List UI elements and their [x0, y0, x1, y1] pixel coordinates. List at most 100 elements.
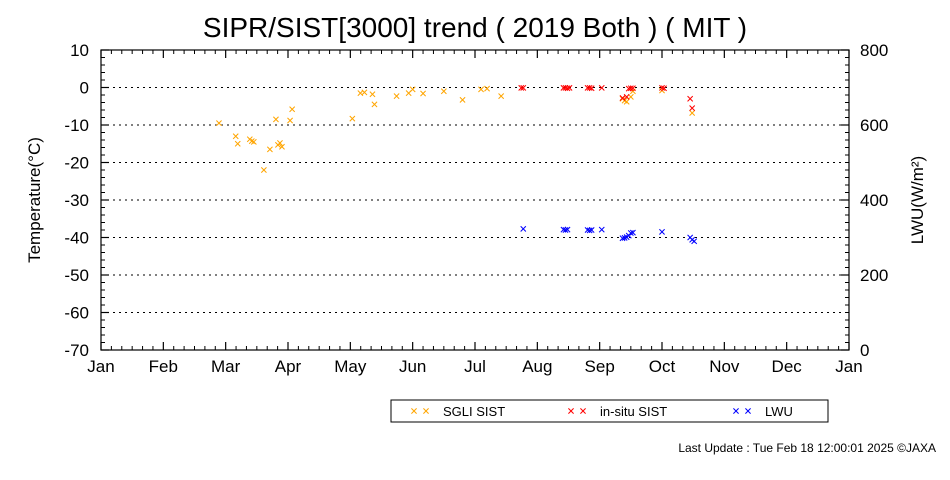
data-point — [520, 225, 527, 232]
x-tick-label: Jun — [399, 357, 426, 376]
x-tick-label: Jan — [87, 357, 114, 376]
legend-box — [390, 399, 829, 423]
y2-tick-label: 800 — [860, 41, 888, 60]
data-point — [518, 84, 525, 91]
data-point — [289, 106, 296, 113]
y-tick-label: -10 — [64, 116, 89, 135]
x-tick-label: Dec — [772, 357, 803, 376]
data-point — [689, 110, 696, 116]
legend-marker — [580, 408, 586, 414]
grid-lines — [101, 87, 849, 313]
legend-marker — [733, 408, 739, 414]
data-point — [661, 85, 667, 92]
legend-marker — [745, 408, 751, 414]
data-point — [478, 86, 484, 93]
x-tick-label: Aug — [522, 357, 552, 376]
legend-marker — [411, 408, 417, 414]
data-point — [586, 84, 593, 91]
y2-tick-label: 400 — [860, 191, 888, 210]
data-point — [484, 85, 491, 92]
data-point — [562, 227, 569, 233]
data-point — [627, 230, 634, 236]
data-point — [234, 140, 241, 147]
series-in-situ-sist — [518, 84, 696, 112]
data-point — [619, 95, 626, 101]
data-point — [627, 85, 634, 92]
data-point — [659, 84, 665, 91]
right-y-axis: 800 600 400 200 0 — [841, 41, 888, 360]
y2-tick-label: 600 — [860, 116, 888, 135]
data-point — [287, 117, 294, 124]
y-tick-label: -40 — [64, 229, 89, 248]
x-tick-label: Jul — [464, 357, 486, 376]
data-point — [564, 226, 571, 233]
x-axis: Jan Feb Mar Apr May Jun Jul Aug Sep Oct Nov Dec Jan — [87, 50, 863, 376]
y-tick-label: 10 — [70, 41, 89, 60]
x-tick-label: Feb — [149, 357, 178, 376]
data-point — [409, 86, 416, 93]
data-point — [440, 88, 447, 95]
x-tick-label: May — [334, 357, 367, 376]
data-points — [216, 84, 698, 245]
data-point — [260, 167, 267, 173]
data-point — [277, 140, 283, 146]
y-tick-label: -70 — [64, 341, 89, 360]
data-point — [250, 138, 257, 145]
legend-label: in-situ SIST — [600, 404, 667, 419]
data-point — [623, 93, 630, 100]
x-tick-label: Sep — [585, 357, 615, 376]
data-point — [588, 227, 595, 233]
data-point — [598, 84, 605, 91]
data-point — [691, 238, 698, 245]
x-tick-label: Mar — [211, 357, 241, 376]
data-point — [216, 120, 222, 127]
legend-label: LWU — [765, 404, 793, 419]
data-point — [629, 229, 636, 236]
data-point — [272, 116, 279, 123]
data-point — [659, 228, 665, 235]
chart-title: SIPR/SIST[3000] trend ( 2019 Both ) ( MI… — [203, 12, 747, 43]
x-tick-label: Apr — [275, 357, 302, 376]
y-axis-label: Temperature(°C) — [25, 137, 44, 263]
legend-marker — [423, 408, 429, 414]
y-tick-label: -20 — [64, 154, 89, 173]
data-point — [598, 226, 605, 233]
y-tick-label: -60 — [64, 304, 89, 323]
data-point — [498, 93, 505, 100]
data-point — [459, 96, 466, 103]
data-point — [566, 84, 573, 91]
data-point — [369, 91, 376, 98]
data-point — [619, 235, 626, 242]
data-point — [586, 227, 593, 234]
data-point — [629, 85, 636, 92]
y2-axis-label: LWU(W/m²) — [908, 156, 927, 244]
y2-tick-label: 200 — [860, 266, 888, 285]
data-point — [689, 105, 696, 112]
data-point — [266, 146, 273, 153]
y2-tick-label: 0 — [860, 341, 869, 360]
left-y-axis: 10 0 -10 -20 -30 -40 -50 -60 -70 — [64, 41, 109, 360]
legend-marker — [568, 408, 574, 414]
series-lwu — [520, 225, 698, 245]
data-point — [232, 133, 239, 140]
data-point — [371, 101, 378, 108]
data-point — [361, 89, 368, 96]
legend-label: SGLI SIST — [443, 404, 505, 419]
x-tick-label: Jan — [835, 357, 862, 376]
y-tick-label: -50 — [64, 266, 89, 285]
data-point — [588, 85, 595, 92]
x-tick-label: Nov — [709, 357, 740, 376]
data-point — [393, 93, 400, 100]
y-tick-label: -30 — [64, 191, 89, 210]
x-tick-label: Oct — [649, 357, 676, 376]
last-update-text: Last Update : Tue Feb 18 12:00:01 2025 ©… — [678, 441, 936, 455]
data-point — [279, 143, 285, 150]
data-point — [520, 84, 527, 91]
y-tick-label: 0 — [80, 79, 89, 98]
data-point — [349, 115, 356, 122]
data-point — [687, 95, 694, 102]
data-point — [564, 85, 571, 92]
legend: SGLI SIST in-situ SIST LWU — [390, 399, 829, 423]
data-point — [420, 90, 427, 97]
